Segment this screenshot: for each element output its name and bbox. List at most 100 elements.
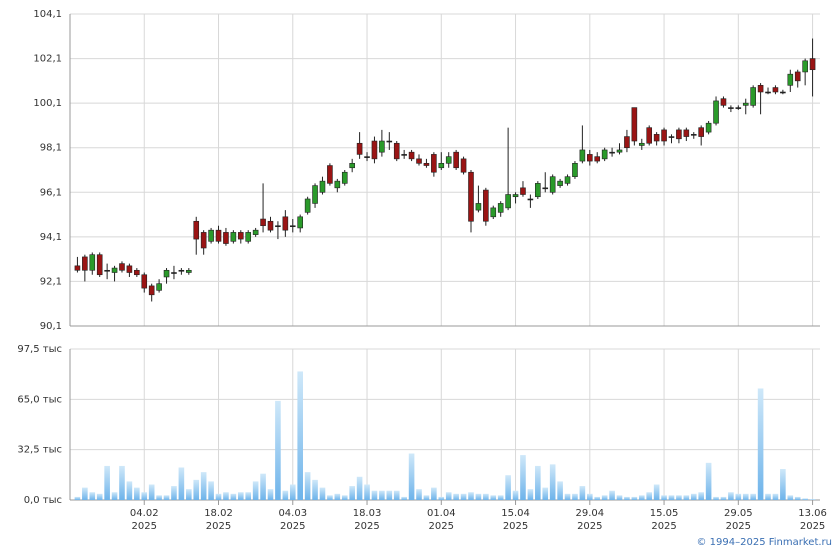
volume-bar [520, 455, 526, 500]
volume-bar [416, 489, 422, 500]
volume-bar [156, 495, 162, 500]
volume-bar [312, 479, 318, 500]
candle-body [431, 154, 437, 173]
candle-body [713, 100, 719, 124]
candle-body [765, 91, 771, 94]
volume-bar [401, 496, 407, 500]
candle-body [497, 203, 504, 213]
y-tick-label: 90,1 [40, 321, 62, 332]
x-tick-year: 2025 [429, 521, 454, 532]
candle-body [82, 256, 88, 271]
volume-bar [624, 496, 630, 500]
volume-bar [327, 495, 333, 500]
candle-body [624, 136, 630, 149]
x-tick-label: 18.03 [353, 508, 382, 519]
volume-bar [475, 493, 482, 500]
candle-body [787, 73, 794, 86]
x-tick-year: 2025 [503, 521, 528, 532]
volume-bar [171, 486, 177, 500]
volume-bar [186, 489, 192, 500]
x-tick-year: 2025 [206, 521, 231, 532]
volume-bar [356, 476, 363, 500]
x-tick-label: 29.05 [724, 508, 753, 519]
candle-body [475, 203, 482, 211]
candle-body [735, 107, 742, 109]
y-tick-label: 94,1 [40, 232, 62, 243]
volume-bar [757, 388, 764, 500]
volume-bar [579, 486, 586, 500]
candle-body [512, 194, 519, 198]
y-tick-label: 92,1 [40, 276, 62, 287]
volume-bar [631, 496, 638, 500]
candle-body [408, 151, 415, 160]
candle-body [631, 107, 638, 142]
candle-body [297, 216, 303, 229]
candle-body [728, 107, 734, 109]
volume-bar [698, 492, 704, 500]
candle-body [186, 269, 192, 273]
volume-bar [89, 492, 96, 500]
candle-body [468, 171, 474, 222]
volume-bar [74, 496, 81, 500]
volume-bar [535, 465, 541, 500]
candle-body [364, 156, 370, 158]
volume-bar [148, 484, 155, 500]
candle-body [705, 122, 712, 133]
volume-bar [341, 495, 348, 500]
volume-bar [82, 487, 88, 500]
candle-body [141, 274, 148, 289]
y-tick-label: 98,1 [40, 143, 62, 154]
candle-body [393, 142, 400, 160]
x-tick-year: 2025 [726, 521, 751, 532]
volume-bar [460, 493, 467, 500]
candle-body [535, 183, 541, 198]
candle-body [312, 185, 318, 204]
volume-bar [260, 473, 266, 500]
candle-body [557, 180, 563, 186]
candle-body [349, 163, 355, 169]
candle-body [245, 232, 252, 242]
volume-bar [193, 479, 200, 500]
candle-body [111, 267, 118, 273]
volume-bar [223, 492, 229, 500]
candle-body [601, 149, 608, 160]
candle-body [275, 225, 281, 228]
candle-body [230, 232, 237, 242]
candle-body [438, 163, 445, 169]
volume-bar [134, 487, 140, 500]
volume-bar [468, 492, 474, 500]
candle-body [505, 194, 511, 209]
candle-body [119, 263, 125, 271]
volume-bar [809, 499, 816, 500]
volume-bar [668, 495, 675, 500]
candle-body [520, 187, 526, 195]
candle-body [356, 142, 363, 155]
volume-bar [542, 487, 549, 500]
volume-bar [750, 493, 756, 500]
candle-body [445, 156, 452, 164]
volume-bar [438, 496, 445, 500]
candle-body [416, 158, 422, 164]
volume-bar [104, 465, 110, 500]
candle-body [572, 163, 578, 177]
candle-body [200, 232, 207, 249]
candle-body [341, 171, 348, 184]
x-tick-label: 29.04 [575, 508, 604, 519]
x-tick-label: 04.02 [130, 508, 159, 519]
candle-body [527, 198, 534, 201]
volume-bar [609, 490, 615, 500]
candle-body [676, 129, 682, 140]
candle-body [252, 229, 259, 235]
candle-body [371, 140, 378, 160]
volume-bar [267, 489, 274, 500]
candle-body [334, 180, 341, 189]
candle-body [401, 154, 407, 156]
candle-body [178, 269, 185, 272]
volume-bar [772, 493, 779, 500]
y2-tick-label: 32,5 тыс [17, 445, 62, 456]
y-tick-label: 96,1 [40, 187, 62, 198]
volume-bar [96, 493, 103, 500]
volume-bar [705, 462, 712, 500]
volume-bar [237, 492, 244, 500]
volume-bar [141, 492, 148, 500]
